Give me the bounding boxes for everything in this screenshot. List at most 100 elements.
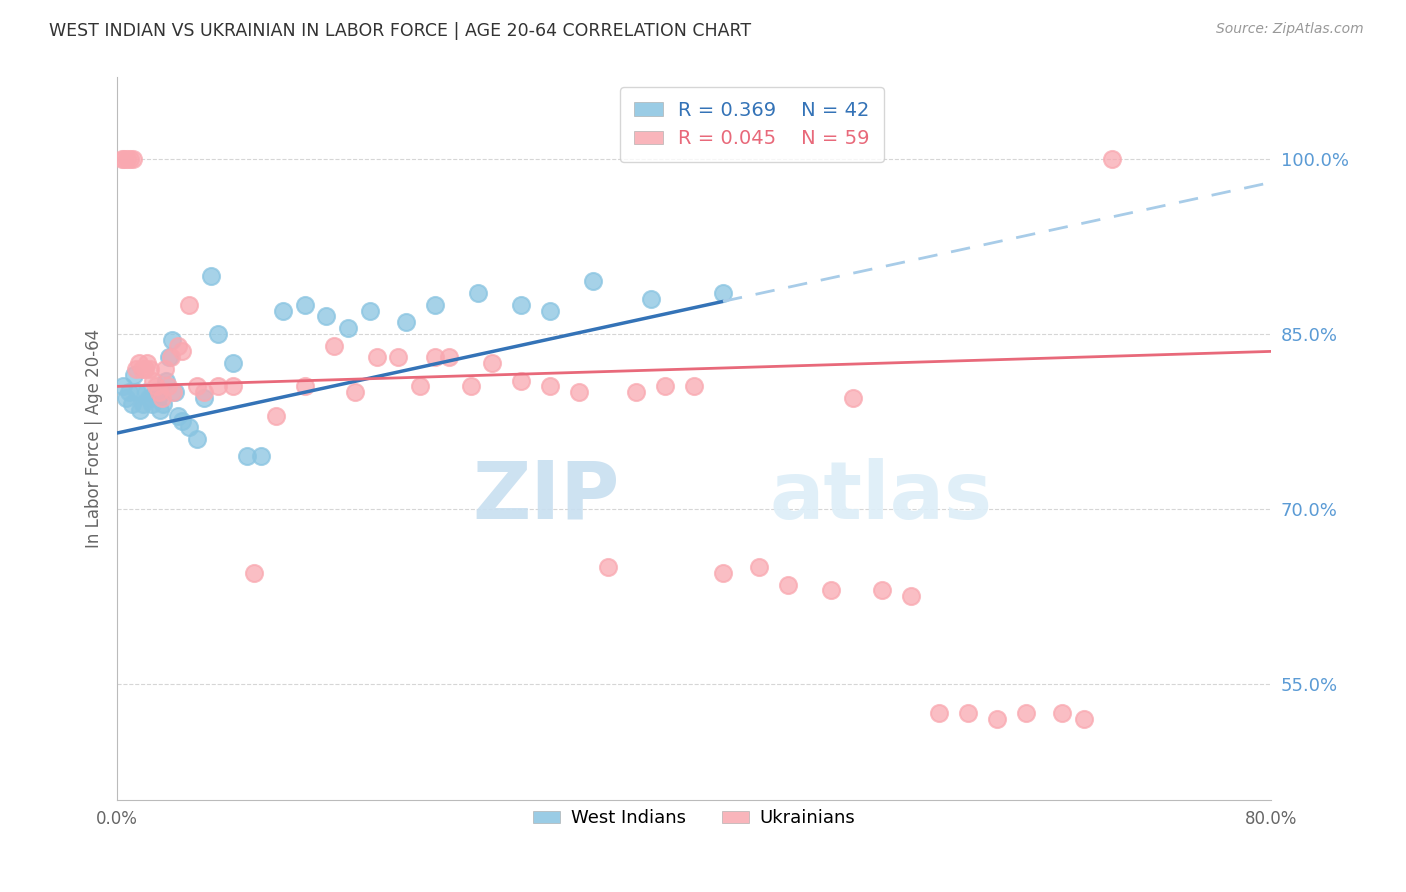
Point <box>510 298 533 312</box>
Point <box>538 379 561 393</box>
Legend: West Indians, Ukrainians: West Indians, Ukrainians <box>526 802 863 835</box>
Point <box>115 391 138 405</box>
Point <box>336 321 359 335</box>
Point <box>148 385 170 400</box>
Point <box>153 362 176 376</box>
Point <box>141 397 163 411</box>
Point <box>264 409 287 423</box>
Point <box>250 450 273 464</box>
Point <box>120 152 142 166</box>
Point <box>166 409 188 423</box>
Point <box>683 379 706 393</box>
Point <box>596 560 619 574</box>
Point <box>200 268 222 283</box>
Point <box>132 397 155 411</box>
Point <box>510 374 533 388</box>
Point <box>294 298 316 312</box>
Point <box>315 310 337 324</box>
Point <box>870 583 893 598</box>
Point <box>193 385 215 400</box>
Text: ZIP: ZIP <box>472 458 619 536</box>
Point <box>142 374 165 388</box>
Point <box>359 303 381 318</box>
Point <box>160 333 183 347</box>
Point <box>139 362 162 376</box>
Point <box>387 350 409 364</box>
Point <box>207 379 229 393</box>
Text: atlas: atlas <box>769 458 993 536</box>
Point <box>221 379 243 393</box>
Point <box>172 344 194 359</box>
Point <box>538 303 561 318</box>
Point <box>138 391 160 405</box>
Point <box>236 450 259 464</box>
Point <box>820 583 842 598</box>
Point <box>322 338 344 352</box>
Point <box>129 402 152 417</box>
Point <box>582 275 605 289</box>
Point <box>117 152 139 166</box>
Point <box>110 152 132 166</box>
Point <box>186 379 208 393</box>
Point <box>150 391 173 405</box>
Point <box>136 356 159 370</box>
Point <box>186 432 208 446</box>
Point <box>395 315 418 329</box>
Point <box>1073 712 1095 726</box>
Point <box>640 292 662 306</box>
Point <box>460 379 482 393</box>
Point <box>125 362 148 376</box>
Point <box>423 350 446 364</box>
Point <box>1101 152 1123 166</box>
Point <box>366 350 388 364</box>
Point <box>711 566 734 580</box>
Point <box>928 706 950 720</box>
Point <box>111 379 134 393</box>
Point <box>900 589 922 603</box>
Point <box>1015 706 1038 720</box>
Point <box>155 374 177 388</box>
Point <box>568 385 591 400</box>
Point <box>437 350 460 364</box>
Point <box>207 326 229 341</box>
Point <box>145 379 167 393</box>
Point <box>271 303 294 318</box>
Point <box>243 566 266 580</box>
Point <box>122 152 145 166</box>
Point <box>149 402 172 417</box>
Y-axis label: In Labor Force | Age 20-64: In Labor Force | Age 20-64 <box>86 329 103 549</box>
Point <box>134 362 156 376</box>
Point <box>162 385 184 400</box>
Point <box>179 420 201 434</box>
Point <box>654 379 676 393</box>
Point <box>294 379 316 393</box>
Point <box>131 362 153 376</box>
Point <box>1050 706 1073 720</box>
Point <box>626 385 648 400</box>
Point <box>143 385 166 400</box>
Point <box>118 385 141 400</box>
Point <box>121 397 143 411</box>
Point <box>172 414 194 428</box>
Point <box>128 356 150 370</box>
Point <box>127 385 149 400</box>
Point <box>124 368 146 382</box>
Point <box>135 385 157 400</box>
Point <box>112 152 135 166</box>
Text: Source: ZipAtlas.com: Source: ZipAtlas.com <box>1216 22 1364 37</box>
Point <box>957 706 980 720</box>
Point <box>152 397 174 411</box>
Point <box>221 356 243 370</box>
Point <box>481 356 503 370</box>
Point <box>179 298 201 312</box>
Point <box>467 286 489 301</box>
Point <box>423 298 446 312</box>
Point <box>166 338 188 352</box>
Point <box>156 379 179 393</box>
Point <box>193 391 215 405</box>
Point <box>748 560 770 574</box>
Point <box>986 712 1008 726</box>
Point <box>157 350 180 364</box>
Point <box>344 385 367 400</box>
Point <box>159 350 181 364</box>
